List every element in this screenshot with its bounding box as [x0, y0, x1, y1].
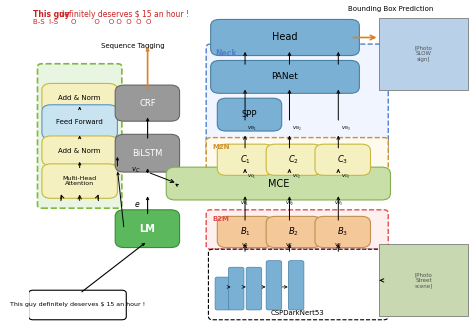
Text: M2N: M2N [213, 144, 230, 150]
Text: $C_2$: $C_2$ [288, 154, 300, 166]
Text: CSPDarkNert53: CSPDarkNert53 [270, 310, 324, 316]
FancyBboxPatch shape [42, 136, 118, 166]
FancyBboxPatch shape [210, 61, 359, 93]
FancyBboxPatch shape [379, 18, 468, 90]
FancyBboxPatch shape [37, 64, 122, 208]
FancyBboxPatch shape [217, 98, 282, 131]
Text: $B_1$: $B_1$ [240, 226, 250, 238]
Text: SPP: SPP [242, 110, 257, 119]
Text: B2M: B2M [213, 216, 230, 222]
Text: $v_{C_2}$: $v_{C_2}$ [292, 173, 301, 181]
FancyBboxPatch shape [28, 290, 126, 320]
FancyBboxPatch shape [209, 249, 388, 320]
Text: Neck: Neck [215, 49, 237, 58]
Text: $v_{C_1}$: $v_{C_1}$ [247, 173, 257, 181]
Text: $v_1$: $v_1$ [241, 241, 249, 249]
FancyBboxPatch shape [206, 210, 388, 249]
FancyBboxPatch shape [315, 216, 371, 248]
FancyBboxPatch shape [379, 244, 468, 316]
FancyBboxPatch shape [166, 167, 391, 200]
FancyBboxPatch shape [217, 216, 273, 248]
Text: Sequence Tagging: Sequence Tagging [101, 43, 165, 49]
Text: This guy definitely deserves $ 15 an hour !: This guy definitely deserves $ 15 an hou… [10, 303, 145, 307]
Text: $v_{B_1}$: $v_{B_1}$ [240, 200, 250, 208]
Text: $v_C$: $v_C$ [131, 166, 140, 175]
FancyBboxPatch shape [228, 267, 244, 310]
Text: definitely deserves $ 15 an hour !: definitely deserves $ 15 an hour ! [57, 10, 190, 19]
Text: $v_3$: $v_3$ [334, 241, 342, 249]
Text: $e$: $e$ [134, 200, 140, 210]
Text: $v_{C_3}$: $v_{C_3}$ [340, 173, 350, 181]
Text: B-S  I-S: B-S I-S [33, 20, 58, 25]
Text: Head: Head [272, 32, 298, 42]
FancyBboxPatch shape [115, 210, 180, 248]
Text: [Photo
Street
scene]: [Photo Street scene] [415, 272, 433, 289]
FancyBboxPatch shape [215, 277, 231, 310]
Text: $v_{N_3}$: $v_{N_3}$ [340, 124, 350, 133]
Text: Multi-Head
Attention: Multi-Head Attention [63, 176, 97, 186]
FancyBboxPatch shape [42, 164, 118, 198]
Text: MCE: MCE [268, 178, 289, 189]
Text: $B_2$: $B_2$ [289, 226, 300, 238]
Text: Add & Norm: Add & Norm [58, 148, 101, 154]
FancyBboxPatch shape [266, 216, 322, 248]
Text: Bounding Box Prediction: Bounding Box Prediction [348, 6, 434, 12]
FancyBboxPatch shape [315, 144, 371, 175]
FancyBboxPatch shape [115, 85, 180, 121]
FancyBboxPatch shape [266, 144, 322, 175]
FancyBboxPatch shape [206, 138, 388, 175]
Text: Feed Forward: Feed Forward [56, 119, 103, 125]
Text: CRF: CRF [139, 99, 155, 108]
FancyBboxPatch shape [246, 267, 262, 310]
FancyBboxPatch shape [210, 20, 359, 56]
FancyBboxPatch shape [288, 261, 304, 310]
FancyBboxPatch shape [42, 83, 118, 113]
FancyBboxPatch shape [115, 134, 180, 172]
Text: O        O    O O  O  O  O: O O O O O O O [71, 20, 151, 25]
Text: $C_3$: $C_3$ [337, 154, 348, 166]
Text: $C_1$: $C_1$ [239, 154, 251, 166]
Text: BiLSTM: BiLSTM [132, 149, 163, 158]
Text: PANet: PANet [272, 72, 299, 81]
FancyBboxPatch shape [206, 44, 388, 156]
FancyBboxPatch shape [42, 105, 118, 139]
FancyBboxPatch shape [217, 144, 273, 175]
Text: This guy: This guy [33, 10, 70, 19]
Text: Add & Norm: Add & Norm [58, 95, 101, 101]
Text: $B_3$: $B_3$ [337, 226, 348, 238]
Text: [Photo
SLOW
sign]: [Photo SLOW sign] [415, 46, 433, 62]
Text: $v_{B_3}$: $v_{B_3}$ [334, 200, 343, 208]
Text: LM: LM [139, 224, 155, 234]
Text: $v_{N_2}$: $v_{N_2}$ [292, 124, 301, 133]
FancyBboxPatch shape [266, 261, 282, 310]
Text: $v_{B_2}$: $v_{B_2}$ [285, 200, 294, 208]
Text: $v_{N_1}$: $v_{N_1}$ [247, 124, 257, 133]
Text: $v_2$: $v_2$ [285, 241, 293, 249]
